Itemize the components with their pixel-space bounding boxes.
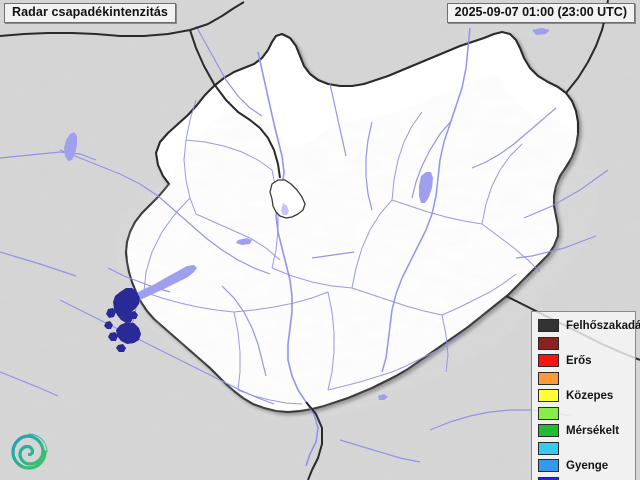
- budapest-city-outline: [269, 179, 306, 219]
- echo-blob-small-1: [106, 308, 116, 318]
- legend-label: Mérsékelt: [566, 424, 620, 437]
- legend-label: Gyenge: [566, 459, 609, 472]
- legend-label: Erős: [566, 354, 592, 367]
- legend-label: Közepes: [566, 389, 614, 402]
- legend-row: [532, 475, 635, 480]
- echo-blob-small-5: [128, 311, 138, 319]
- echo-blob-small-3: [108, 332, 118, 341]
- legend-color-swatch: [538, 441, 559, 455]
- legend-row: Mérsékelt: [532, 422, 635, 440]
- echo-blob-small-2: [104, 321, 113, 329]
- legend-label: Felhőszakadás: [566, 319, 640, 332]
- precipitation-intensity-legend: FelhőszakadásErősKözepesMérsékeltGyengeN…: [531, 311, 640, 480]
- lake-ferto: [64, 132, 77, 161]
- timestamp-plate: 2025-09-07 01:00 (23:00 UTC): [446, 3, 635, 23]
- precipitation-echo-cluster[interactable]: [104, 288, 141, 352]
- echo-blob-main: [113, 288, 140, 323]
- legend-color-swatch: [538, 476, 559, 480]
- rivers: [0, 25, 609, 467]
- legend-color-swatch: [538, 424, 559, 438]
- legend-color-swatch: [538, 371, 559, 385]
- lake-tisza: [419, 172, 433, 203]
- legend-color-swatch: [538, 389, 559, 403]
- legend-row: Gyenge: [532, 457, 635, 475]
- echo-blob-lower: [116, 322, 141, 344]
- map-title-plate: Radar csapadékintenzitás: [4, 3, 176, 23]
- echo-blob-small-4: [116, 344, 126, 352]
- legend-row: [532, 405, 635, 423]
- legend-color-swatch: [538, 319, 559, 333]
- legend-row: [532, 370, 635, 388]
- legend-color-swatch: [538, 459, 559, 473]
- legend-row: [532, 335, 635, 353]
- lake-small-southeast: [378, 394, 388, 400]
- met-service-swirl-logo[interactable]: [6, 429, 52, 475]
- legend-row: Felhőszakadás: [532, 317, 640, 335]
- lake-small-north: [532, 28, 550, 35]
- lake-velence: [236, 238, 252, 245]
- legend-row: Közepes: [532, 387, 635, 405]
- legend-color-swatch: [538, 354, 559, 368]
- legend-color-swatch: [538, 336, 559, 350]
- legend-color-swatch: [538, 406, 559, 420]
- legend-row: [532, 440, 635, 458]
- legend-row: Erős: [532, 352, 635, 370]
